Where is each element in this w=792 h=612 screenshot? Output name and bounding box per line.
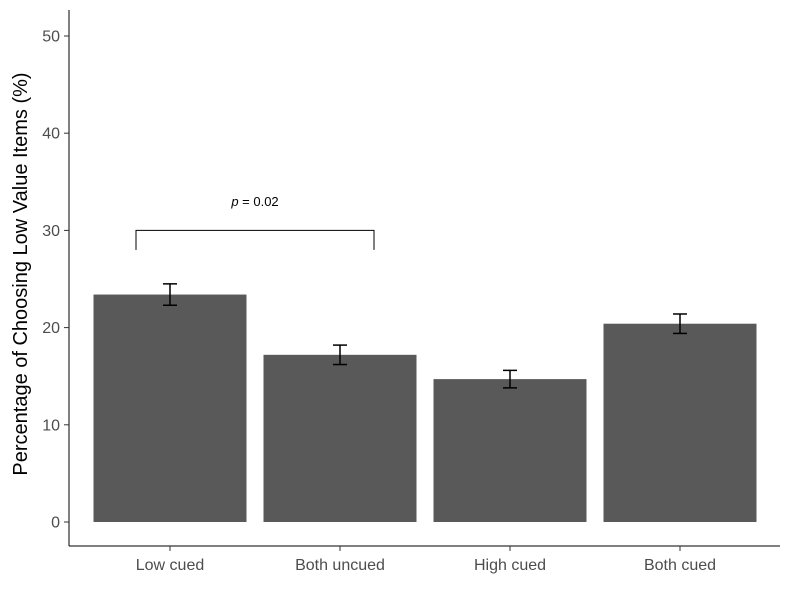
error-bar bbox=[333, 344, 347, 366]
y-tick-label: 40 bbox=[42, 126, 60, 143]
y-axis-title: Percentage of Choosing Low Value Items (… bbox=[10, 72, 32, 475]
bar bbox=[263, 354, 417, 522]
x-tick-label: Both cued bbox=[644, 557, 716, 574]
bars-layer bbox=[93, 294, 757, 522]
error-bars-layer bbox=[163, 283, 687, 389]
error-bar bbox=[163, 283, 177, 306]
y-tick-label: 0 bbox=[51, 515, 60, 532]
x-tick-label: Low cued bbox=[136, 557, 205, 574]
p-value: = 0.02 bbox=[239, 194, 279, 209]
significance-label: p = 0.02 bbox=[230, 194, 278, 209]
x-tick-label: High cued bbox=[474, 557, 546, 574]
x-tick-label: Both uncued bbox=[295, 557, 385, 574]
significance-annotation: p = 0.02 bbox=[135, 194, 375, 250]
y-tick-label: 30 bbox=[42, 223, 60, 240]
x-axis: Low cued Both uncued High cued Both cued bbox=[69, 545, 780, 574]
p-symbol: p bbox=[230, 194, 238, 209]
bar bbox=[433, 379, 587, 522]
y-tick-label: 20 bbox=[42, 320, 60, 337]
y-tick-label: 10 bbox=[42, 417, 60, 434]
error-bar bbox=[673, 313, 687, 335]
bar bbox=[93, 294, 247, 522]
significance-bracket bbox=[135, 229, 375, 250]
y-tick-label: 50 bbox=[42, 29, 60, 46]
bar bbox=[603, 323, 757, 522]
error-bar bbox=[503, 369, 517, 389]
y-axis: 0 10 20 30 40 50 bbox=[42, 10, 70, 546]
